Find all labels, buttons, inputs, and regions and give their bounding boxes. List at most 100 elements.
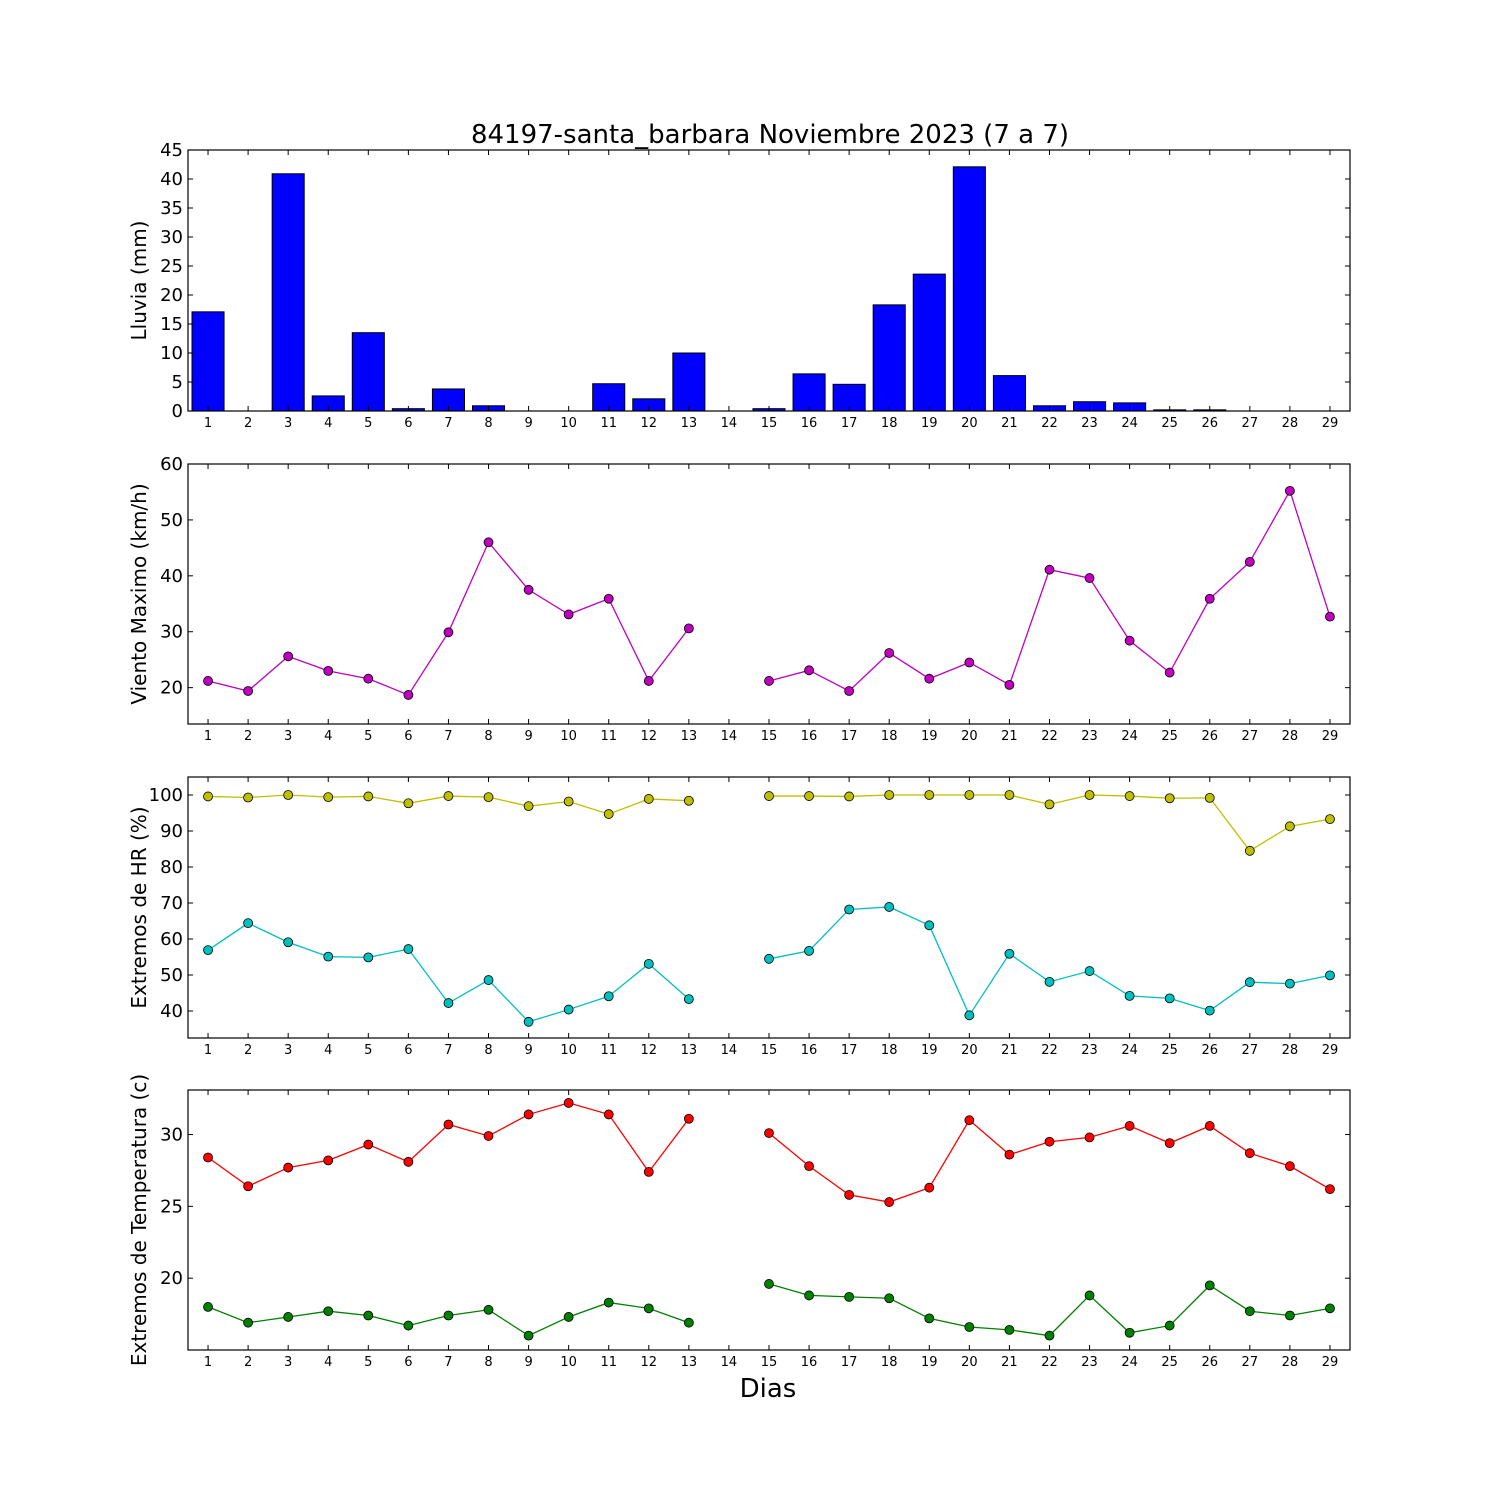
x-tick-label: 13 [681, 1043, 698, 1058]
chart-title: 84197-santa_barbara Noviembre 2023 (7 a … [471, 120, 1069, 150]
point-day-1 [203, 1152, 213, 1163]
x-tick-label: 4 [324, 1355, 332, 1370]
y-tick-label: 40 [160, 169, 183, 190]
point-day-26 [1204, 593, 1215, 604]
x-tick-label: 29 [1322, 1355, 1339, 1370]
x-tick-label: 15 [761, 1355, 778, 1370]
y-tick-label: 35 [160, 198, 183, 219]
x-tick-label: 7 [444, 1043, 452, 1058]
y-tick-label: 40 [160, 566, 183, 587]
point-day-20 [964, 657, 975, 668]
y-tick-label: 70 [160, 893, 183, 914]
panel-2: 1 2 3 4 5 6 7 8 9 10 11 12 13 14 15 16 17 18 19 20 21 22 23 24 2… [127, 454, 1351, 744]
point-day-22 [1044, 564, 1055, 575]
point-day-13 [683, 994, 694, 1005]
series-line-1 [207, 1102, 690, 1187]
y-tick-label: 45 [160, 140, 183, 161]
panel-4: 1 2 3 4 5 6 7 8 9 10 11 12 13 14 15 16 17 18 19 20 21 22 23 24 2… [127, 1074, 1351, 1370]
point-day-1 [203, 1302, 213, 1312]
x-tick-label: 20 [961, 416, 978, 431]
y-axis-label: Extremos de HR (%) [127, 806, 151, 1008]
x-tick-label: 28 [1282, 416, 1299, 431]
point-day-18 [884, 790, 895, 800]
point-day-25 [1164, 667, 1175, 678]
bar-day-18 [872, 304, 906, 412]
x-tick-label: 26 [1201, 729, 1218, 744]
y-tick-label: 60 [160, 929, 183, 950]
x-tick-label: 12 [641, 1043, 658, 1058]
point-day-4 [323, 1155, 334, 1166]
x-tick-label: 22 [1041, 416, 1058, 431]
series-line-1 [207, 541, 690, 696]
x-tick-label: 19 [921, 729, 938, 744]
x-tick-label: 11 [600, 1043, 617, 1058]
point-day-21 [1004, 790, 1015, 800]
x-tick-label: 4 [324, 1043, 332, 1058]
y-tick-label: 80 [160, 857, 183, 878]
x-tick-label: 5 [364, 416, 372, 431]
x-axis-label: Dias [740, 1374, 797, 1404]
point-day-21 [1004, 679, 1015, 690]
point-day-17 [844, 904, 855, 915]
x-tick-label: 19 [921, 1355, 938, 1370]
point-day-29 [1325, 814, 1335, 825]
x-tick-label: 10 [560, 1355, 577, 1370]
x-tick-label: 26 [1201, 416, 1218, 431]
point-day-1 [203, 945, 213, 956]
point-day-8 [483, 975, 494, 985]
point-day-29 [1325, 1303, 1335, 1314]
x-tick-label: 24 [1121, 1355, 1138, 1370]
x-tick-label: 4 [324, 416, 332, 431]
x-tick-label: 3 [284, 1355, 292, 1370]
point-day-11 [603, 1297, 614, 1308]
point-day-13 [683, 623, 694, 634]
bar-day-5 [351, 332, 385, 412]
x-tick-label: 27 [1242, 1043, 1259, 1058]
x-tick-label: 23 [1081, 416, 1098, 431]
x-tick-label: 6 [404, 1355, 412, 1370]
point-day-26 [1204, 1121, 1215, 1131]
point-day-28 [1284, 485, 1295, 496]
point-day-11 [603, 1109, 614, 1120]
point-day-21 [1004, 948, 1015, 959]
axes-frame [187, 776, 1351, 1039]
x-tick-label: 9 [524, 416, 532, 431]
point-day-17 [844, 1189, 855, 1200]
point-day-22 [1044, 1136, 1055, 1147]
x-tick-label: 21 [1001, 1355, 1018, 1370]
x-tick-label: 7 [444, 729, 452, 744]
point-day-19 [924, 1182, 935, 1193]
y-tick-label: 0 [172, 401, 183, 422]
point-day-1 [203, 676, 213, 686]
bar-day-1 [191, 311, 225, 412]
point-day-22 [1044, 1330, 1055, 1341]
point-day-7 [443, 791, 454, 801]
x-tick-label: 24 [1121, 729, 1138, 744]
point-day-8 [483, 1304, 494, 1315]
point-day-9 [523, 584, 534, 595]
point-day-5 [363, 673, 374, 684]
point-day-16 [804, 945, 814, 956]
x-tick-label: 27 [1242, 729, 1259, 744]
point-day-18 [884, 648, 895, 658]
x-tick-label: 11 [600, 416, 617, 431]
x-tick-label: 10 [560, 416, 577, 431]
x-tick-label: 17 [841, 416, 858, 431]
y-tick-label: 90 [160, 821, 183, 842]
y-tick-label: 30 [160, 227, 183, 248]
series-line-1 [768, 489, 1331, 692]
point-day-26 [1204, 1280, 1215, 1291]
y-tick-label: 40 [160, 1001, 183, 1022]
point-day-2 [243, 918, 254, 929]
point-day-18 [884, 902, 895, 912]
point-day-5 [363, 1310, 374, 1321]
x-tick-label: 16 [801, 1355, 818, 1370]
y-tick-label: 25 [160, 1196, 183, 1217]
x-tick-label: 22 [1041, 729, 1058, 744]
x-tick-label: 16 [801, 729, 818, 744]
panel-3: 1 2 3 4 5 6 7 8 9 10 11 12 13 14 15 16 17 18 19 20 21 22 23 24 2… [127, 776, 1351, 1058]
point-day-4 [323, 951, 334, 962]
point-day-24 [1124, 791, 1135, 801]
point-day-13 [683, 795, 694, 806]
point-day-7 [443, 1119, 454, 1130]
